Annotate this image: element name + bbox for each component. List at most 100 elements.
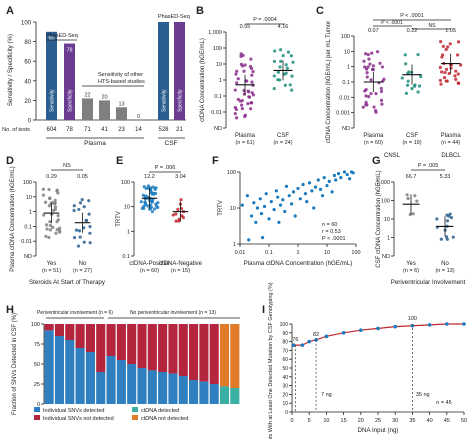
- group-n: (n = 60): [364, 140, 383, 146]
- data-point: [55, 228, 59, 232]
- data-point: [252, 201, 256, 205]
- data-point: [149, 189, 153, 193]
- y-tick-label: 10: [26, 195, 32, 201]
- data-point: [234, 107, 238, 112]
- n-label: n = 45: [436, 400, 451, 406]
- median-label: 0.22: [407, 28, 418, 34]
- data-point: [435, 217, 439, 221]
- data-point: [239, 54, 243, 59]
- data-point: [41, 193, 46, 197]
- group-label: Periventricular involvement (n = 6): [37, 310, 113, 316]
- bar-not-detected: [199, 324, 209, 382]
- data-point: [283, 209, 287, 214]
- y-tick-label: 1,000: [208, 30, 222, 36]
- bar-not-detected: [178, 324, 188, 376]
- legend-label: Individual SNVs not detected: [43, 416, 114, 422]
- x-axis-label: Plasma ctDNA Concentration (hGE/mL): [244, 260, 353, 267]
- y-tick-label: 1: [347, 65, 350, 71]
- data-point: [143, 200, 147, 205]
- group-label: No periventricular involvement (n = 13): [130, 310, 216, 316]
- y-axis-label: CSF ctDNA Concentration (hGE/mL): [376, 170, 382, 267]
- data-point: [440, 55, 444, 59]
- panel-i: I 0 10 20 30 40 50 60 70 80 90 100 0 5 10 15 20 25 30 35 40 4…: [262, 282, 467, 439]
- y-tick-label: 0.1: [342, 80, 350, 86]
- data-point: [403, 53, 407, 57]
- data-point: [176, 207, 180, 211]
- data-point: [236, 97, 240, 102]
- data-point: [438, 65, 442, 70]
- p-value: P = .005: [418, 163, 439, 169]
- data-point: [278, 203, 283, 207]
- data-point: [41, 187, 45, 191]
- data-point: [290, 88, 294, 92]
- data-point: [447, 214, 451, 218]
- bar-inner-label: Specificity: [178, 89, 184, 112]
- bar: [82, 98, 93, 120]
- x-tick-label: 10: [323, 418, 329, 424]
- group-name: No: [441, 261, 449, 267]
- x-tick-label: 10: [324, 250, 330, 256]
- data-point: [51, 225, 55, 229]
- data-point: [405, 193, 409, 197]
- y-tick-label: 0.1: [122, 254, 130, 260]
- y-tick-label: 1: [387, 236, 390, 242]
- y-tick-label: 80: [24, 40, 31, 46]
- data-point: [72, 235, 77, 240]
- bar-detected: [209, 384, 219, 404]
- bar-detected: [75, 348, 85, 404]
- data-point: [242, 69, 246, 73]
- x-tick-label: 45: [444, 418, 450, 424]
- x-tick-label: 100: [351, 250, 360, 256]
- y-tick-label: 0.01: [21, 239, 32, 245]
- data-point: [445, 79, 449, 83]
- panel-letter: I: [262, 304, 265, 316]
- data-point: [56, 191, 60, 195]
- data-point: [243, 63, 247, 67]
- data-point: [48, 223, 53, 228]
- bar-not-detected: [137, 324, 147, 368]
- data-point: [327, 179, 331, 183]
- panel-letter: E: [116, 155, 123, 167]
- data-point: [374, 108, 378, 113]
- data-point: [322, 175, 326, 180]
- tests-count: 604: [46, 127, 57, 133]
- data-point: [446, 45, 450, 49]
- median-label: 0.07: [368, 28, 379, 34]
- tests-count: 528: [158, 127, 169, 133]
- group-name: Yes: [47, 261, 57, 267]
- group-n: (n = 19): [402, 140, 421, 146]
- data-point: [454, 77, 458, 81]
- group-label: CNSL: [384, 153, 401, 159]
- data-point: [87, 212, 91, 216]
- group-name: Plasma: [235, 133, 256, 139]
- data-point: [84, 218, 88, 223]
- data-point: [245, 194, 250, 198]
- data-point: [345, 172, 349, 177]
- stat-label: n = 60: [322, 222, 337, 228]
- data-point: [284, 63, 288, 67]
- data-point: [48, 197, 52, 201]
- panel-letter: F: [212, 155, 219, 167]
- y-axis-label: Sensitivity / Specificity (%): [7, 34, 14, 106]
- y-tick-label: 100: [341, 34, 350, 40]
- data-point: [72, 208, 76, 213]
- data-point: [374, 91, 378, 96]
- y-tick-label: 1: [29, 210, 32, 216]
- data-point: [410, 87, 414, 91]
- data-point: [365, 71, 369, 75]
- bar-detected: [158, 372, 168, 404]
- data-point: [281, 53, 285, 58]
- x-axis-label: DNA Input (ng): [358, 427, 399, 434]
- legend-other-2: HTS-based studies: [98, 79, 145, 85]
- data-point: [379, 98, 384, 102]
- panel-c: C 100 10 1 0.1 0.01 0.001 ND ctDNA Concentration…: [316, 5, 463, 159]
- data-point: [278, 65, 282, 69]
- x-tick-label: 15: [341, 418, 347, 424]
- x-tick-label: 1: [296, 250, 299, 256]
- group-name: ctDNA-Positive: [129, 261, 170, 267]
- x-tick-label: 0.01: [235, 250, 246, 256]
- data-point: [76, 244, 81, 248]
- legend-swatch: [34, 415, 40, 420]
- y-axis-label: ctDNA Concentration (hGE/mL): [200, 38, 206, 122]
- p-value: NS: [63, 163, 71, 169]
